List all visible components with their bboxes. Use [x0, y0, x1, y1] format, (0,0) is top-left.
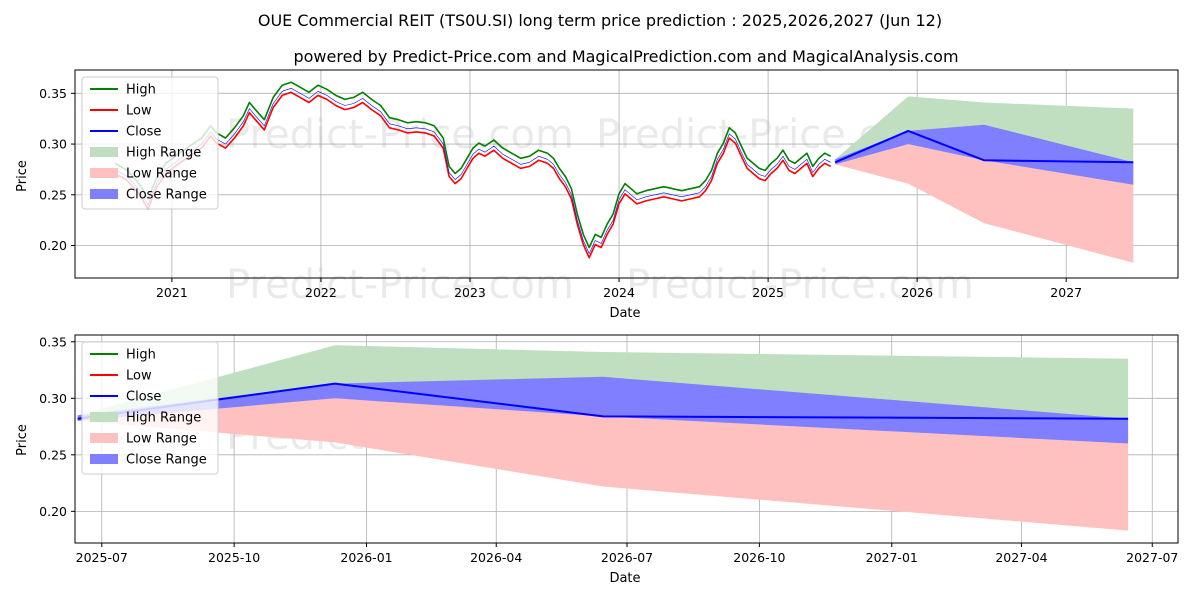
x-tick-label: 2026-10	[733, 550, 785, 565]
x-tick-label: 2025-10	[208, 550, 260, 565]
legend-close-range-label: Close Range	[126, 188, 207, 203]
legend-high-label: High	[126, 83, 156, 98]
forecast-y-axis-label: Price	[15, 424, 30, 456]
long-term-panel: Predict-Price.com Predict-Price.com Predic…	[15, 69, 1179, 321]
long-term-x-axis-label: Date	[609, 306, 640, 321]
x-tick-label: 2026-04	[470, 550, 522, 565]
y-tick-label: 0.30	[39, 391, 67, 406]
legend-close-label: Close	[126, 125, 161, 140]
x-tick-label: 2026	[901, 285, 933, 300]
legend-close-range-swatch	[90, 189, 118, 199]
chart-title: OUE Commercial REIT (TS0U.SI) long term …	[258, 11, 942, 30]
long-term-plot-frame	[74, 69, 1179, 279]
legend-low-range-label: Low Range	[126, 432, 197, 447]
y-tick-label: 0.25	[39, 447, 67, 462]
high-range-band	[835, 96, 1134, 163]
x-tick-label: 2027-01	[866, 550, 918, 565]
y-tick-label: 0.20	[39, 238, 67, 253]
forecast-close-line	[834, 129, 1134, 164]
y-tick-label: 0.20	[39, 504, 67, 519]
x-tick-label: 2023	[454, 285, 486, 300]
legend-close-range-label: Close Range	[126, 453, 207, 468]
history-high-line	[114, 81, 832, 249]
watermark-text: Predict-Price.com	[626, 262, 974, 308]
forecast-x-axis-label: Date	[609, 571, 640, 586]
chart-subtitle: powered by Predict-Price.com and Magical…	[293, 47, 958, 66]
x-tick-label: 2026-01	[340, 550, 392, 565]
legend-low-range-swatch	[90, 168, 118, 178]
history-low-line	[114, 91, 832, 259]
x-tick-label: 2024	[603, 285, 635, 300]
x-tick-label: 2025	[752, 285, 784, 300]
legend-high-range-label: High Range	[126, 411, 201, 426]
legend-low-label: Low	[126, 369, 152, 384]
x-tick-label: 2026-07	[601, 550, 653, 565]
long-term-y-axis-label: Price	[15, 160, 30, 192]
history-close-line	[115, 88, 831, 254]
watermark-text: Predict-Price.com	[226, 112, 574, 158]
legend-high-label: High	[126, 348, 156, 363]
high-range-band	[77, 345, 1129, 419]
legend-high-range-swatch	[90, 412, 118, 422]
y-tick-label: 0.30	[39, 137, 67, 152]
x-tick-label: 2021	[156, 285, 188, 300]
close-range-band	[835, 124, 1134, 185]
legend-close-label: Close	[126, 390, 161, 405]
y-tick-label: 0.25	[39, 187, 67, 202]
legend-close-range-swatch	[90, 454, 118, 464]
x-tick-label: 2027	[1050, 285, 1082, 300]
x-tick-label: 2027-07	[1126, 550, 1178, 565]
legend-high-range-swatch	[90, 147, 118, 157]
legend-high-range-label: High Range	[126, 146, 201, 161]
close-range-band	[77, 376, 1129, 444]
y-tick-label: 0.35	[39, 334, 67, 349]
legend-low-range-label: Low Range	[126, 167, 197, 182]
forecast-plot-frame	[74, 334, 1179, 544]
watermark-text: Predict-Price.com	[226, 262, 574, 308]
legend-low-label: Low	[126, 104, 152, 119]
x-tick-label: 2022	[305, 285, 337, 300]
x-tick-label: 2025-07	[76, 550, 128, 565]
x-tick-label: 2027-04	[995, 550, 1047, 565]
legend-low-range-swatch	[90, 433, 118, 443]
y-tick-label: 0.35	[39, 86, 67, 101]
